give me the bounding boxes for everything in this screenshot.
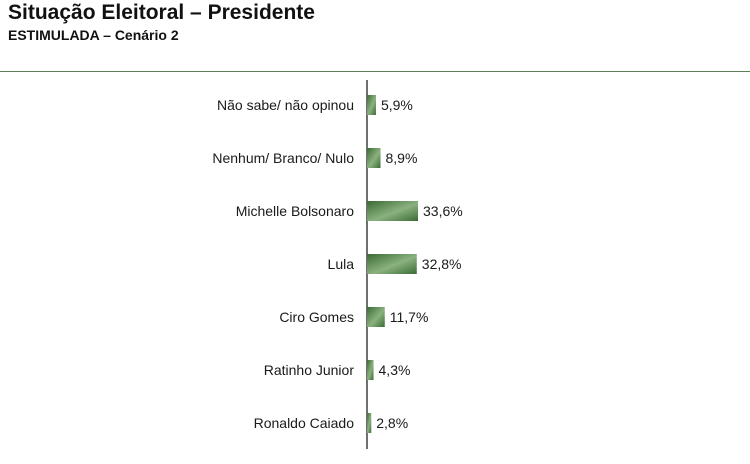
category-label: Não sabe/ não opinou [217,97,354,113]
bar [367,254,417,274]
bar [367,95,376,115]
bar [367,307,385,327]
chart-subtitle: ESTIMULADA – Cenário 2 [8,27,179,43]
chart-title: Situação Eleitoral – Presidente [8,1,315,24]
bar [367,360,374,380]
value-label: 8,9% [386,150,418,166]
category-label: Ronaldo Caiado [254,415,355,431]
category-label: Michelle Bolsonaro [236,203,354,219]
value-label: 5,9% [381,97,413,113]
header-divider [0,71,750,72]
bar [367,148,381,168]
value-label: 2,8% [376,415,408,431]
value-label: 4,3% [379,362,411,378]
bar [367,413,372,433]
category-label: Ratinho Junior [264,362,355,378]
category-label: Ciro Gomes [279,309,354,325]
value-label: 32,8% [422,256,462,272]
category-label: Lula [328,256,355,272]
bar [367,201,418,221]
value-label: 11,7% [390,309,429,325]
category-label: Nenhum/ Branco/ Nulo [212,150,354,166]
value-label: 33,6% [423,203,463,219]
